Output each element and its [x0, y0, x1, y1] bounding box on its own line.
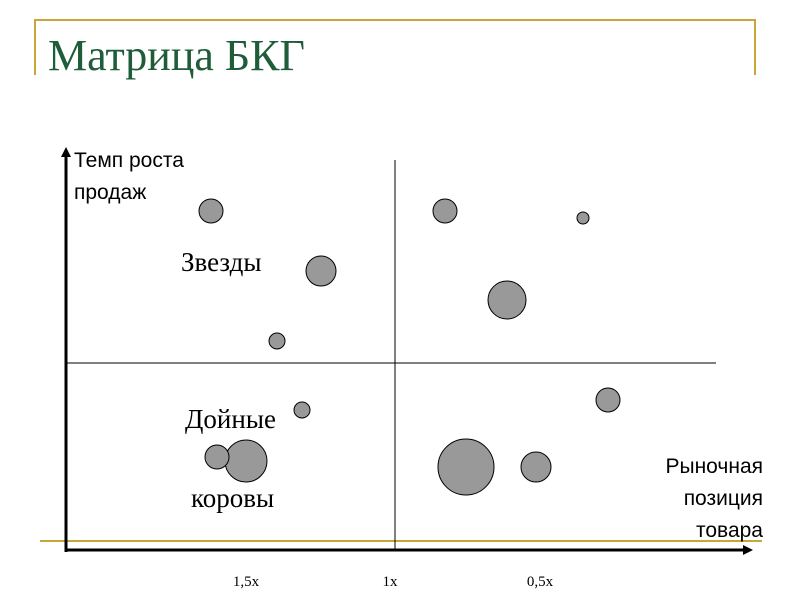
frame-left-line [34, 19, 36, 75]
quadrant-label-stars: Звезды [181, 247, 262, 277]
frame-top-line [34, 19, 756, 21]
x-axis-label-line2: позиция [684, 487, 763, 510]
y-axis-label-line2: продаж [74, 181, 146, 204]
bubble [268, 332, 286, 350]
slide-title: Матрица БКГ [48, 31, 305, 80]
bubble [204, 444, 230, 470]
x-axis-label-line3: товара [696, 519, 763, 542]
bubble [432, 198, 458, 224]
bubble [224, 439, 268, 483]
bubble [293, 401, 311, 419]
bubble [487, 280, 527, 320]
x-tick-label: 1,5x [233, 574, 260, 590]
quadrant-label-cash-cows-line1: Дойные [185, 404, 276, 434]
quadrant-label-cash-cows-line2: коровы [191, 483, 274, 513]
bubble [576, 211, 590, 225]
bubble [437, 438, 495, 496]
y-axis-label-line1: Темп роста [74, 149, 184, 172]
frame-bottom-line [40, 540, 762, 542]
frame-right-line [754, 19, 756, 75]
bubble [305, 255, 337, 287]
bubble [595, 387, 621, 413]
x-axis-label-line1: Рыночная [665, 455, 763, 478]
bubble [520, 451, 552, 483]
x-tick-label: 1x [383, 574, 399, 590]
bubble [198, 198, 224, 224]
x-tick-label: 0,5x [527, 574, 554, 590]
